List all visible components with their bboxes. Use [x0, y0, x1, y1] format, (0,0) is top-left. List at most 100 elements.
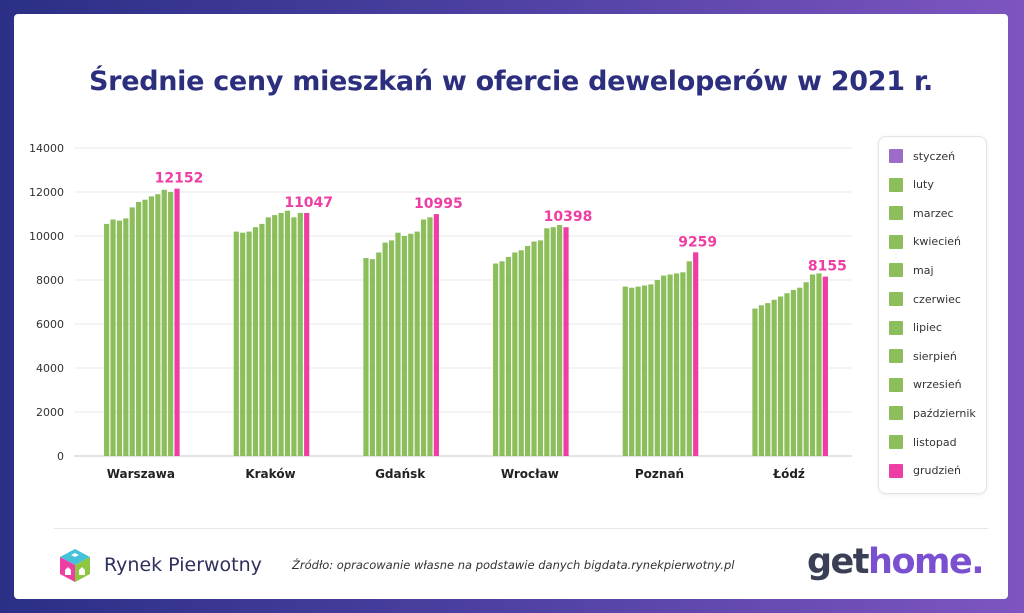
bar	[427, 217, 433, 456]
bar	[673, 273, 680, 456]
bar	[822, 276, 828, 456]
legend-label: czerwiec	[913, 292, 961, 306]
bar	[110, 219, 116, 456]
bar	[512, 252, 518, 456]
bar	[784, 293, 790, 456]
bar	[155, 194, 161, 456]
legend-swatch	[889, 435, 903, 449]
bar	[680, 272, 686, 456]
bar	[537, 240, 544, 456]
legend-swatch	[889, 377, 903, 392]
legend-swatch	[889, 292, 903, 306]
bar	[505, 256, 512, 456]
bar	[388, 240, 395, 456]
bar	[395, 232, 401, 456]
legend-label: marzec	[913, 206, 954, 220]
legend-label: maj	[913, 263, 934, 277]
bar	[518, 250, 524, 456]
bar	[777, 296, 784, 456]
x-tick-label: Wrocław	[501, 467, 559, 481]
bar-chart: 0 2000 4000 6000 8000 10000 12000 14000 12152 War…	[29, 142, 852, 481]
bar	[168, 192, 174, 456]
legend-swatch	[889, 206, 903, 221]
legend-label: październik	[913, 406, 976, 420]
y-tick-label: 12000	[29, 186, 64, 199]
gethome-logo-home: home.	[868, 542, 984, 582]
x-tick-label: Kraków	[245, 467, 295, 481]
bar	[116, 220, 123, 456]
legend-swatch	[889, 320, 903, 335]
legend-label: lipiec	[913, 321, 942, 335]
data-label: 10995	[414, 196, 463, 212]
bar	[648, 284, 654, 456]
x-tick-label: Gdańsk	[375, 467, 426, 481]
x-tick-label: Poznań	[635, 467, 684, 481]
bar	[259, 223, 265, 456]
legend-swatch	[889, 177, 903, 192]
legend-swatch	[889, 406, 903, 421]
bar	[246, 231, 252, 456]
bar	[284, 210, 291, 456]
bar	[376, 252, 382, 456]
legend-item: czerwiec	[889, 291, 961, 307]
legend-swatch	[889, 463, 903, 478]
bar	[240, 232, 246, 456]
bar	[667, 274, 673, 456]
y-tick-label: 0	[57, 450, 64, 463]
legend-item: sierpień	[889, 348, 957, 364]
bar	[414, 231, 420, 456]
bar	[493, 263, 499, 456]
bar	[797, 287, 803, 456]
bar	[544, 228, 550, 456]
legend-label: kwiecień	[913, 235, 962, 249]
data-label: 11047	[284, 195, 333, 211]
legend-item: grudzień	[889, 463, 961, 479]
legend-item: listopad	[889, 434, 957, 450]
bar	[686, 261, 692, 456]
bar	[265, 217, 271, 456]
bar	[525, 245, 531, 456]
y-tick-label: 14000	[29, 142, 64, 155]
data-label: 12152	[155, 171, 204, 187]
legend-item: luty	[889, 177, 934, 193]
brand-name: Rynek Pierwotny	[104, 554, 262, 576]
bar	[661, 275, 667, 456]
legend-swatch	[889, 234, 903, 249]
legend-label: luty	[913, 178, 934, 192]
data-label: 10398	[544, 209, 593, 225]
bar	[765, 303, 771, 456]
legend-swatch	[889, 149, 903, 163]
bar	[123, 218, 129, 456]
bar	[104, 223, 110, 456]
y-tick-label: 8000	[36, 274, 64, 287]
bar	[758, 305, 764, 456]
bar	[635, 286, 641, 456]
y-tick-label: 6000	[36, 318, 64, 331]
bar	[654, 280, 660, 456]
legend-item: styczeń	[889, 148, 955, 164]
bar	[531, 241, 537, 456]
legend-label: wrzesień	[913, 378, 962, 392]
bar	[291, 217, 297, 456]
bar	[304, 212, 310, 456]
bar	[252, 227, 259, 456]
cube-house-icon	[60, 549, 90, 582]
bar	[233, 231, 239, 456]
brand: Rynek Pierwotny	[56, 546, 262, 584]
bar	[272, 215, 278, 456]
footer-divider	[54, 528, 988, 529]
y-tick-label: 10000	[29, 230, 64, 243]
gethome-logo: gethome.	[807, 542, 984, 582]
y-tick-label: 4000	[36, 362, 64, 375]
legend-item: kwiecień	[889, 234, 961, 250]
bar	[693, 252, 699, 456]
legend-label: sierpień	[913, 349, 957, 363]
data-label: 9259	[678, 234, 717, 250]
chart-card: Średnie ceny mieszkań w ofercie dewelope…	[14, 14, 1008, 599]
legend-label: listopad	[913, 435, 957, 449]
bar	[790, 289, 796, 456]
legend-item: październik	[889, 405, 976, 421]
bar	[809, 274, 816, 456]
bar	[297, 212, 303, 456]
bar	[550, 227, 556, 456]
